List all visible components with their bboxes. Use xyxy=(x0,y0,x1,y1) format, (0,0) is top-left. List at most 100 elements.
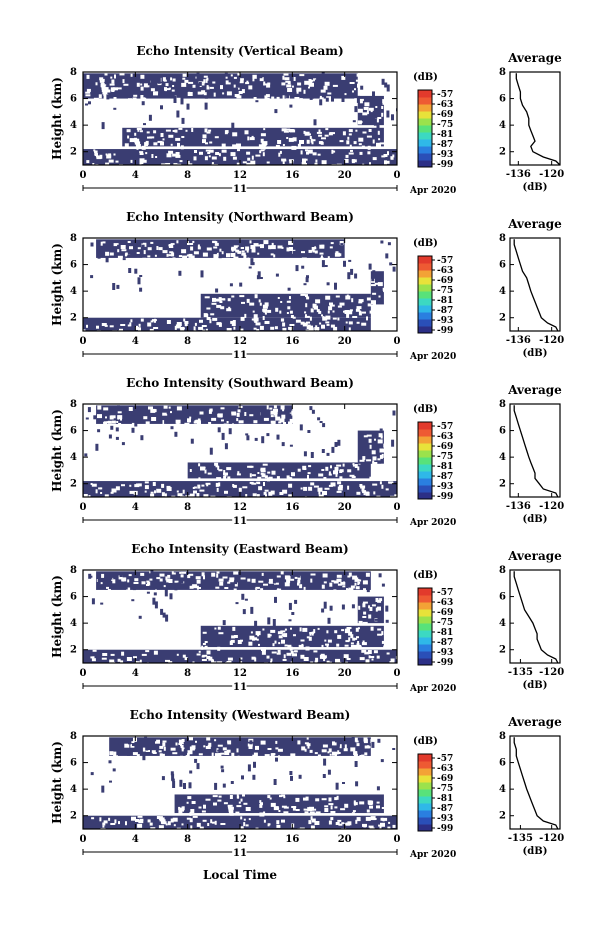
y-tick-label: 2 xyxy=(70,811,77,822)
date-label: Apr 2020 xyxy=(409,518,456,528)
colorbar-tick-label: -75 xyxy=(437,286,453,296)
y-tick-label: 6 xyxy=(70,758,77,769)
y-tick-label: 8 xyxy=(70,399,77,410)
colorbar-swatch xyxy=(418,768,432,776)
x-tick-label: 0 xyxy=(80,170,87,181)
profile-x-label: (dB) xyxy=(523,846,548,857)
profile-y-tick-label: 4 xyxy=(499,618,506,629)
colorbar-swatch xyxy=(418,824,432,832)
profile-y-tick-label: 2 xyxy=(499,479,506,490)
profile-y-tick-label: 8 xyxy=(499,399,506,410)
x-tick-label: 16 xyxy=(285,668,299,679)
y-tick-label: 2 xyxy=(70,645,77,656)
colorbar-tick-label: -81 xyxy=(437,794,453,804)
colorbar-unit: (dB) xyxy=(413,570,438,581)
y-tick-label: 4 xyxy=(70,120,77,131)
x-tick-label: 20 xyxy=(338,834,352,845)
colorbar-unit: (dB) xyxy=(413,238,438,249)
y-tick-label: 8 xyxy=(70,233,77,244)
x-tick-label: 16 xyxy=(285,502,299,513)
date-day: 11 xyxy=(233,184,247,195)
colorbar-swatch xyxy=(418,90,432,98)
colorbar-tick-label: -93 xyxy=(437,150,453,160)
x-tick-label: 0 xyxy=(80,502,87,513)
colorbar-swatch xyxy=(418,298,432,306)
profile-y-tick-label: 4 xyxy=(499,286,506,297)
colorbar-tick-label: -63 xyxy=(437,598,453,608)
colorbar-tick-label: -63 xyxy=(437,266,453,276)
colorbar-swatch xyxy=(418,644,432,652)
colorbar-tick-label: -75 xyxy=(437,784,453,794)
colorbar-tick-label: -57 xyxy=(437,256,453,266)
profile-y-tick-label: 8 xyxy=(499,565,506,576)
x-tick-label: 4 xyxy=(132,170,139,181)
colorbar-tick-label: -69 xyxy=(437,442,453,452)
colorbar-swatch xyxy=(418,464,432,472)
x-tick-label: 8 xyxy=(184,502,191,513)
date-day: 11 xyxy=(233,350,247,361)
x-tick-label: 0 xyxy=(394,668,401,679)
profile-y-tick-label: 2 xyxy=(499,811,506,822)
colorbar-tick-label: -81 xyxy=(437,130,453,140)
date-day: 11 xyxy=(233,682,247,693)
profile-x-label: (dB) xyxy=(523,348,548,359)
colorbar-swatch xyxy=(418,443,432,451)
colorbar-tick-label: -99 xyxy=(437,160,453,170)
profile-x-tick-label: -135 xyxy=(508,667,533,678)
colorbar-swatch xyxy=(418,789,432,797)
colorbar-swatch xyxy=(418,153,432,161)
x-axis-label: Local Time xyxy=(203,868,277,882)
colorbar-swatch xyxy=(418,623,432,631)
colorbar-swatch xyxy=(418,457,432,465)
colorbar-unit: (dB) xyxy=(413,404,438,415)
colorbar-tick-label: -75 xyxy=(437,452,453,462)
date-label: Apr 2020 xyxy=(409,850,456,860)
chart-title: Echo Intensity (Southward Beam) xyxy=(126,376,354,390)
colorbar-swatch xyxy=(418,630,432,638)
colorbar-tick-label: -69 xyxy=(437,276,453,286)
colorbar-tick-label: -63 xyxy=(437,764,453,774)
colorbar-swatch xyxy=(418,609,432,617)
y-axis-label: Height (km) xyxy=(50,243,64,326)
colorbar-tick-label: -87 xyxy=(437,140,453,150)
profile-x-tick-label: -136 xyxy=(506,169,531,180)
profile-x-tick-label: -120 xyxy=(539,667,564,678)
profile-x-label: (dB) xyxy=(523,680,548,691)
profile-x-tick-label: -120 xyxy=(539,335,564,346)
colorbar-tick-label: -63 xyxy=(437,432,453,442)
colorbar-swatch xyxy=(418,422,432,430)
colorbar-swatch xyxy=(418,111,432,119)
colorbar-swatch xyxy=(418,291,432,299)
profile-y-tick-label: 4 xyxy=(499,120,506,131)
x-tick-label: 8 xyxy=(184,336,191,347)
y-tick-label: 8 xyxy=(70,731,77,742)
colorbar-swatch xyxy=(418,125,432,133)
colorbar-tick-label: -87 xyxy=(437,638,453,648)
date-label: Apr 2020 xyxy=(409,684,456,694)
colorbar-tick-label: -93 xyxy=(437,648,453,658)
colorbar-swatch xyxy=(418,754,432,762)
profile-title: Average xyxy=(507,549,562,563)
profile-y-tick-label: 6 xyxy=(499,260,506,271)
x-tick-label: 0 xyxy=(394,336,401,347)
colorbar-swatch xyxy=(418,429,432,437)
colorbar-swatch xyxy=(418,139,432,147)
x-tick-label: 0 xyxy=(80,668,87,679)
y-tick-label: 6 xyxy=(70,426,77,437)
colorbar-swatch xyxy=(418,782,432,790)
y-tick-label: 6 xyxy=(70,592,77,603)
colorbar-swatch xyxy=(418,803,432,811)
x-tick-label: 12 xyxy=(233,170,247,181)
profile-x-tick-label: -120 xyxy=(539,833,564,844)
colorbar-tick-label: -69 xyxy=(437,608,453,618)
figure: Echo Intensity (Vertical Beam)2468Height… xyxy=(0,0,610,929)
profile-x-tick-label: -136 xyxy=(506,501,531,512)
profile-y-tick-label: 8 xyxy=(499,233,506,244)
y-tick-label: 4 xyxy=(70,286,77,297)
colorbar-swatch xyxy=(418,270,432,278)
colorbar-tick-label: -87 xyxy=(437,472,453,482)
x-tick-label: 0 xyxy=(394,170,401,181)
y-tick-label: 4 xyxy=(70,452,77,463)
colorbar-swatch xyxy=(418,602,432,610)
x-tick-label: 12 xyxy=(233,668,247,679)
